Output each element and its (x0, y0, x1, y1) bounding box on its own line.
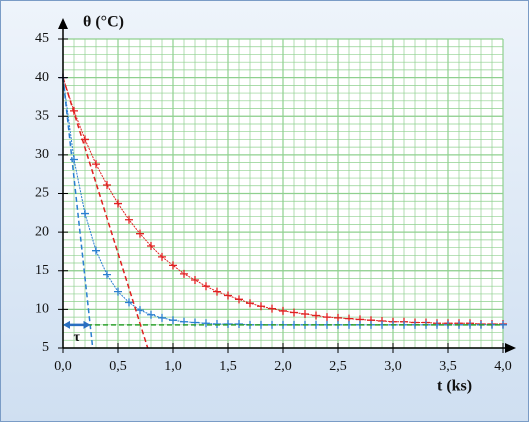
marker (158, 252, 166, 261)
marker (114, 287, 122, 296)
marker (158, 313, 166, 322)
marker (125, 298, 133, 307)
marker (81, 209, 89, 218)
marker (92, 160, 100, 169)
marker (235, 295, 243, 304)
marker (224, 320, 232, 329)
tangent-line (62, 77, 149, 349)
x-tick-label: 0,5 (109, 359, 127, 374)
marker (147, 242, 155, 251)
marker (290, 308, 298, 317)
y-tick-label: 40 (35, 70, 49, 85)
marker (224, 291, 232, 300)
x-tick-label: 2,5 (329, 359, 347, 374)
x-tick-label: 1,5 (219, 359, 237, 374)
marker (246, 299, 254, 308)
marker (213, 287, 221, 296)
arrow-head (83, 320, 91, 329)
y-axis-label: θ (°C) (83, 14, 124, 31)
marker (136, 306, 144, 315)
marker (169, 261, 177, 270)
marker (103, 181, 111, 190)
curve (62, 77, 503, 325)
marks (59, 73, 507, 349)
y-tick-label: 5 (42, 340, 49, 355)
marker (191, 276, 199, 285)
marker (147, 310, 155, 319)
y-tick-label: 45 (35, 31, 49, 46)
y-tick-label: 30 (35, 147, 49, 162)
marker (103, 270, 111, 279)
marker (235, 320, 243, 329)
x-axis-label: t (ks) (437, 378, 472, 395)
x-tick-label: 2,0 (274, 359, 292, 374)
x-arrow (505, 343, 516, 353)
tau-label: τ (74, 330, 81, 345)
y-tick-label: 10 (35, 302, 49, 317)
x-tick-label: 1,0 (164, 359, 182, 374)
y-tick-label: 35 (35, 108, 49, 123)
y-tick-label: 25 (35, 186, 49, 201)
x-tick-label: 3,0 (384, 359, 402, 374)
x-tick-label: 3,5 (439, 359, 457, 374)
marker (169, 316, 177, 325)
marker (323, 313, 331, 322)
y-arrow (58, 18, 68, 29)
marker (202, 282, 210, 291)
marker (136, 229, 144, 238)
y-tick-label: 15 (35, 263, 49, 278)
marker (257, 302, 265, 311)
x-tick-label: 4,0 (494, 359, 512, 374)
x-tick-label: 0,0 (54, 359, 72, 374)
arrow-head (63, 320, 70, 329)
marker (279, 306, 287, 315)
marker (114, 199, 122, 208)
marker (301, 310, 309, 319)
marker (312, 311, 320, 320)
tangent-line (62, 77, 94, 349)
marker (202, 319, 210, 328)
marker (180, 269, 188, 278)
y-tick-label: 20 (35, 224, 49, 239)
marker (92, 246, 100, 255)
marker (334, 313, 342, 322)
marker (125, 215, 133, 224)
marker (213, 320, 221, 329)
marker (499, 320, 507, 329)
marker (268, 304, 276, 313)
